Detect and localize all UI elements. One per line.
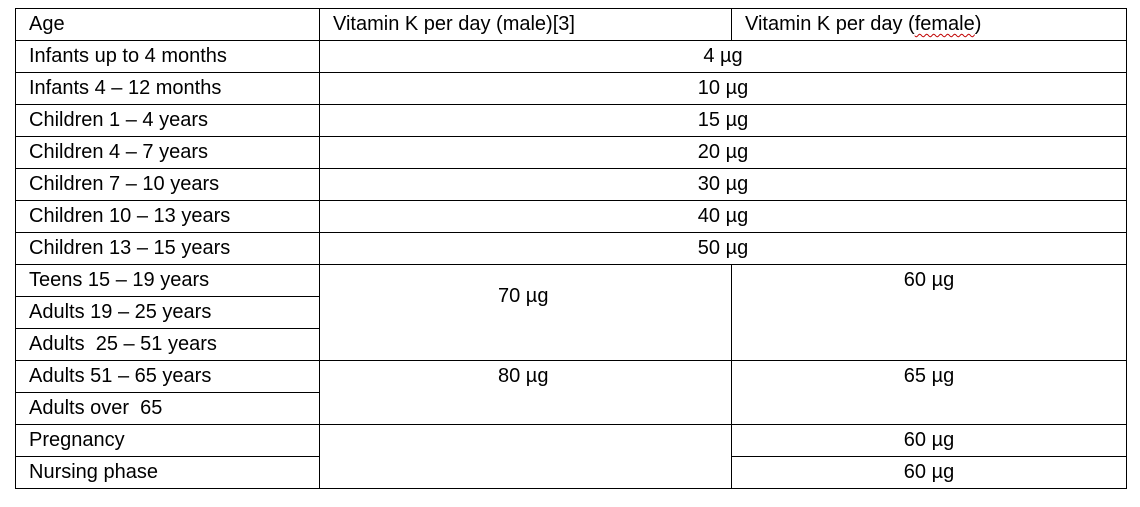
table-row: Infants 4 – 12 months 10 µg: [15, 72, 1127, 105]
age-cell: Children 7 – 10 years: [15, 168, 320, 201]
value-cell-male: 70 µg: [319, 264, 732, 361]
value-cell-female: 65 µg: [731, 360, 1127, 425]
table-row: Children 10 – 13 years 40 µg: [15, 200, 1127, 233]
age-cell: Children 4 – 7 years: [15, 136, 320, 169]
table-row: Children 1 – 4 years 15 µg: [15, 104, 1127, 137]
value-cell-male: 80 µg: [319, 360, 732, 425]
age-cell: Infants 4 – 12 months: [15, 72, 320, 105]
age-cell: Children 13 – 15 years: [15, 232, 320, 265]
age-cell: Pregnancy: [15, 424, 320, 457]
age-cell: Adults 19 – 25 years: [15, 296, 320, 329]
table-row: Children 13 – 15 years 50 µg: [15, 232, 1127, 265]
header-female: Vitamin K per day (female): [731, 8, 1127, 41]
value-cell-both: 10 µg: [319, 72, 1127, 105]
vitamin-k-table: Age Vitamin K per day (male)[3] Vitamin …: [15, 8, 1127, 489]
value-cell-both: 50 µg: [319, 232, 1127, 265]
table-row: Adults 51 – 65 years 80 µg 65 µg: [15, 360, 1127, 425]
value-cell-both: 20 µg: [319, 136, 1127, 169]
age-cell: Adults 51 – 65 years: [15, 360, 320, 393]
table-row: Pregnancy 60 µg: [15, 424, 1127, 489]
table-row: Adults 25 – 51 years: [15, 328, 1127, 361]
table-row: Children 4 – 7 years 20 µg: [15, 136, 1127, 169]
table-row: Teens 15 – 19 years 70 µg 60 µg: [15, 264, 1127, 361]
age-cell: Nursing phase: [15, 456, 320, 489]
value-cell-female: 60 µg: [731, 264, 1127, 361]
value-cell-male-empty: [319, 424, 732, 489]
table-row: Adults 19 – 25 years: [15, 296, 1127, 329]
age-cell: Adults over 65: [15, 392, 320, 425]
value-cell-both: 15 µg: [319, 104, 1127, 137]
header-female-prefix: Vitamin K per day (: [745, 13, 915, 35]
table-header-row: Age Vitamin K per day (male)[3] Vitamin …: [15, 8, 1127, 41]
header-female-word: female: [914, 13, 975, 35]
age-cell: Adults 25 – 51 years: [15, 328, 320, 361]
age-cell: Children 1 – 4 years: [15, 104, 320, 137]
value-cell-both: 30 µg: [319, 168, 1127, 201]
header-female-suffix: ): [974, 13, 982, 35]
age-cell: Infants up to 4 months: [15, 40, 320, 73]
value-cell-female: 60 µg: [731, 456, 1127, 489]
age-cell: Children 10 – 13 years: [15, 200, 320, 233]
value-cell-both: 40 µg: [319, 200, 1127, 233]
header-age: Age: [15, 8, 320, 41]
table-row: Adults over 65: [15, 392, 1127, 425]
header-male: Vitamin K per day (male)[3]: [319, 8, 732, 41]
table-row: Children 7 – 10 years 30 µg: [15, 168, 1127, 201]
table-row: Nursing phase 60 µg: [15, 456, 1127, 489]
age-cell: Teens 15 – 19 years: [15, 264, 320, 297]
table-row: Infants up to 4 months 4 µg: [15, 40, 1127, 73]
value-cell-both: 4 µg: [319, 40, 1127, 73]
value-cell-female: 60 µg: [731, 424, 1127, 457]
